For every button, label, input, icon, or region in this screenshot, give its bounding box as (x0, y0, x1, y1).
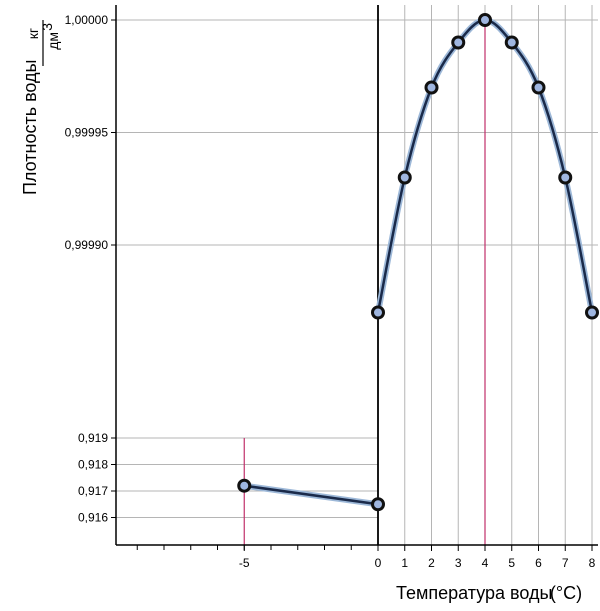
series-ice-line (244, 484, 379, 506)
x-tick-label: 2 (428, 556, 435, 570)
data-point-liquid (558, 170, 573, 185)
y-unit-exponent: 3 (39, 23, 55, 31)
data-point-ice (371, 497, 385, 512)
y-tick-labels: 1,00000 0,99995 0,99990 0,919 0,918 0,917 0,91… (65, 13, 109, 525)
highlight-lines (243, 20, 486, 545)
y-axis-unit-group: кг дм 3 (25, 20, 61, 66)
y-axis-title-group: Плотность воды (20, 60, 40, 196)
x-tick-label: 1 (401, 556, 408, 570)
data-points (237, 13, 599, 512)
y-axis-title: Плотность воды (20, 60, 40, 196)
x-tick-label: -5 (239, 556, 250, 570)
x-tick-label: 3 (455, 556, 462, 570)
data-point-liquid (585, 305, 599, 320)
x-tick-label: 5 (508, 556, 515, 570)
y-tick-label: 0,919 (78, 431, 108, 445)
data-point-liquid (397, 170, 412, 185)
x-tick-label: 4 (482, 556, 489, 570)
y-tick-label: 0,916 (78, 511, 108, 525)
y-tick-label: 0,99995 (65, 126, 109, 140)
y-tick-label: 0,99990 (65, 238, 109, 252)
x-tick-label: 7 (562, 556, 569, 570)
data-point-liquid (531, 80, 546, 95)
data-point-liquid (478, 13, 492, 27)
y-unit-denominator: дм (45, 32, 61, 50)
data-point-ice (237, 478, 252, 493)
axes (111, 5, 598, 551)
x-tick-label: 0 (375, 556, 382, 570)
data-point-liquid (424, 80, 439, 95)
y-unit-numerator: кг (25, 28, 41, 39)
data-point-liquid (504, 35, 519, 50)
grid-lines (116, 5, 598, 545)
x-axis-title: Температура воды (396, 583, 552, 603)
x-tick-label: 8 (589, 556, 596, 570)
y-tick-label: 0,918 (78, 458, 108, 472)
data-point-liquid (451, 35, 466, 50)
data-point-liquid (371, 305, 385, 320)
x-tick-label: 6 (535, 556, 542, 570)
x-axis-unit: (°C) (550, 583, 582, 603)
y-tick-label: 1,00000 (65, 13, 109, 27)
y-tick-label: 0,917 (78, 484, 108, 498)
x-tick-labels: -5 0 1 2 3 4 5 6 7 8 (239, 556, 596, 570)
